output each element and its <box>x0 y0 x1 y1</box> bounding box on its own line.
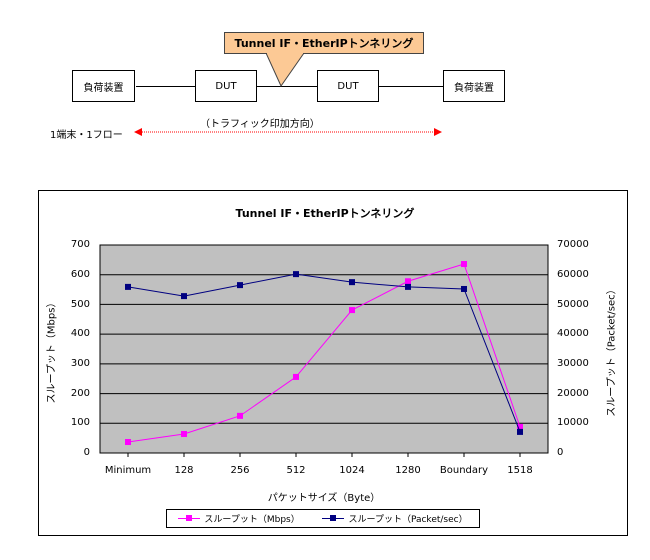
pink-square-marker-icon <box>178 514 201 523</box>
series-line <box>127 263 521 443</box>
y-tick: 500 <box>70 299 90 310</box>
series-line <box>127 273 521 433</box>
legend-item-mbps: スループット（Mbps） <box>178 512 300 525</box>
y-tick: 0 <box>83 447 90 458</box>
y-tick: 300 <box>70 358 90 369</box>
node-label: DUT <box>215 80 237 92</box>
navy-square-marker-icon <box>322 514 345 523</box>
node-label: 負荷装置 <box>454 82 494 94</box>
y2-tick: 60000 <box>557 269 589 280</box>
link-line <box>136 86 446 87</box>
data-point-marker <box>293 373 299 380</box>
data-point-marker <box>125 283 131 290</box>
y2-tick: 10000 <box>557 417 589 428</box>
y-tick: 700 <box>70 239 90 250</box>
y2-tick: 20000 <box>557 388 589 399</box>
x-tick: Minimum <box>104 465 152 476</box>
data-point-marker <box>349 279 355 286</box>
x-tick: 128 <box>174 465 194 476</box>
y2-tick: 40000 <box>557 328 589 339</box>
dut-right: DUT <box>317 70 379 102</box>
direction-label: （トラフィック印加方向） <box>200 119 320 130</box>
x-tick: 256 <box>230 465 250 476</box>
x-tick: 512 <box>286 465 306 476</box>
chart-legend: スループット（Mbps） スループット（Packet/sec） <box>166 509 480 528</box>
x-tick: Boundary <box>439 465 489 476</box>
data-point-marker <box>517 428 523 435</box>
x-tick: 1518 <box>507 465 533 476</box>
load-device-left: 負荷装置 <box>72 70 135 102</box>
y2-tick: 50000 <box>557 299 589 310</box>
node-label: DUT <box>337 80 359 92</box>
y2-tick: 70000 <box>557 239 589 250</box>
node-label: 負荷装置 <box>83 82 124 94</box>
legend-item-pps: スループット（Packet/sec） <box>322 512 468 525</box>
data-point-marker <box>181 430 187 437</box>
x-tick: 1024 <box>339 465 365 476</box>
y-axis-title: スループット（Mbps） <box>46 297 58 404</box>
data-point-marker <box>405 278 411 285</box>
flow-label: 1端末・1フロー <box>50 130 123 141</box>
data-point-marker <box>349 307 355 314</box>
load-device-right: 負荷装置 <box>443 70 505 102</box>
data-point-marker <box>237 282 243 289</box>
data-point-marker <box>293 271 299 278</box>
y-tick: 600 <box>70 269 90 280</box>
data-point-marker <box>517 423 523 430</box>
x-axis-title: パケットサイズ（Byte） <box>267 493 381 504</box>
x-tick: 1280 <box>395 465 421 476</box>
traffic-direction-arrow <box>134 128 442 136</box>
data-point-marker <box>237 412 243 419</box>
data-point-marker <box>461 285 467 292</box>
y2-axis-title: スループット（Packet/sec） <box>606 284 618 417</box>
callout-label: Tunnel IF・EtherIPトンネリング <box>234 37 414 50</box>
data-point-marker <box>125 439 131 446</box>
data-point-marker <box>461 261 467 268</box>
dut-left: DUT <box>195 70 257 102</box>
tunnel-callout: Tunnel IF・EtherIPトンネリング <box>224 32 424 54</box>
y2-tick: 30000 <box>557 358 589 369</box>
data-point-marker <box>405 283 411 290</box>
y-tick: 200 <box>70 388 90 399</box>
chart-title: Tunnel IF・EtherIPトンネリング <box>235 207 415 220</box>
y2-tick: 0 <box>557 447 564 458</box>
data-point-marker <box>181 293 187 300</box>
legend-label: スループット（Mbps） <box>204 515 300 525</box>
y-tick: 100 <box>70 417 90 428</box>
callout-pointer-cover <box>267 52 303 54</box>
legend-label: スループット（Packet/sec） <box>348 515 468 525</box>
y-tick: 400 <box>70 328 90 339</box>
